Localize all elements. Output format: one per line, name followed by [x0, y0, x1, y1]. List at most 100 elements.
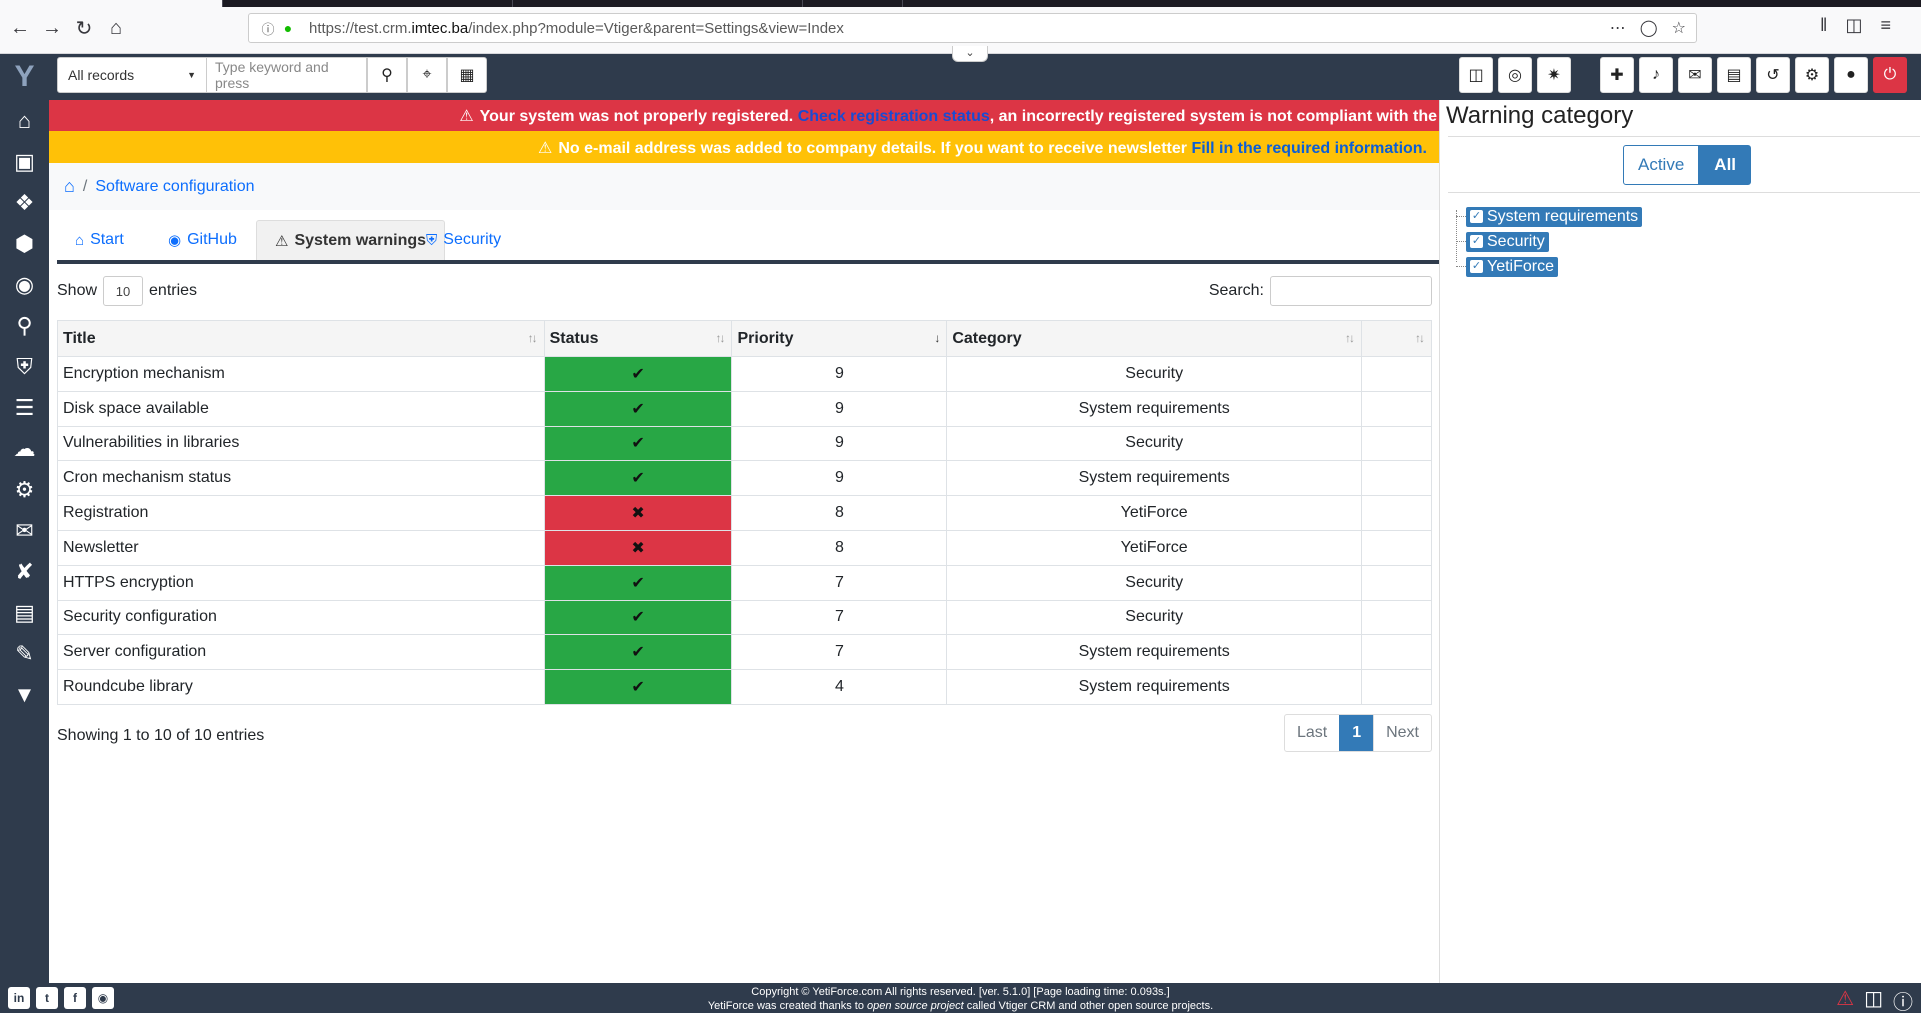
- breadcrumb: ⌂ / Software configuration: [49, 163, 1439, 210]
- cloud-icon[interactable]: ☁: [13, 435, 36, 461]
- column-header-status[interactable]: Status ↑↓: [543, 320, 733, 357]
- table-row[interactable]: Cron mechanism status ✔ 9 System requiremen…: [57, 460, 1432, 497]
- sort-icon: ↑↓: [527, 331, 538, 345]
- linkedin-icon[interactable]: in: [8, 987, 30, 1009]
- cell-category: System requirements: [946, 634, 1363, 671]
- menu-icon[interactable]: ≡: [1880, 15, 1891, 35]
- palette-icon[interactable]: ◉: [14, 271, 35, 297]
- cell-priority: 7: [731, 599, 948, 636]
- chat-icon[interactable]: ✉: [1678, 57, 1712, 93]
- github-icon[interactable]: ◉: [92, 987, 114, 1009]
- breadcrumb-software-configuration[interactable]: Software configuration: [95, 177, 255, 195]
- home-icon[interactable]: ⌂: [17, 107, 32, 133]
- tab-start[interactable]: ⌂ Start: [75, 231, 124, 249]
- user-icon[interactable]: ●: [1834, 57, 1868, 93]
- info-icon[interactable]: ⓘ: [261, 21, 275, 37]
- column-header-title[interactable]: Title ↑↓: [57, 320, 545, 357]
- column-header-actions[interactable]: ↑↓: [1361, 320, 1432, 357]
- yetiforce-logo[interactable]: Y: [14, 60, 35, 93]
- facebook-icon[interactable]: f: [64, 987, 86, 1009]
- copyright: Copyright © YetiForce.com All rights res…: [707, 986, 1214, 1012]
- history-icon[interactable]: ↺: [1756, 57, 1790, 93]
- tree-item[interactable]: ✓ Security: [1456, 229, 1642, 254]
- table-row[interactable]: Newsletter ✖ 8 YetiForce: [57, 529, 1432, 566]
- cell-status: ✔: [543, 460, 733, 497]
- cube-icon[interactable]: ⬢: [14, 230, 35, 256]
- tools-icon[interactable]: ✘: [15, 558, 34, 584]
- shield-icon[interactable]: ⛨: [16, 353, 33, 379]
- column-header-category[interactable]: Category ↑↓: [946, 320, 1363, 357]
- cell-status: ✔: [543, 669, 733, 705]
- twitter-icon[interactable]: t: [36, 987, 58, 1009]
- tab-security[interactable]: ⛨ Security: [426, 231, 502, 249]
- power-icon[interactable]: ⏻: [1873, 57, 1907, 93]
- home-browser-icon[interactable]: ⌂: [109, 16, 123, 39]
- info-icon[interactable]: ⓘ: [1893, 992, 1913, 1013]
- tree-item[interactable]: ✓ System requirements: [1456, 204, 1643, 229]
- url-text: https://test.crm.imtec.ba/index.php?modu…: [309, 19, 844, 37]
- table-search-input[interactable]: [1270, 276, 1432, 306]
- column-header-priority[interactable]: Priority ↓: [731, 320, 948, 357]
- grid-icon[interactable]: ▦: [447, 57, 487, 93]
- records-select[interactable]: All records ▼: [57, 57, 207, 93]
- search-input[interactable]: Type keyword and press: [207, 57, 367, 93]
- tab-system-warnings[interactable]: ⚠ System warnings: [256, 220, 446, 260]
- reload-icon[interactable]: ↻: [75, 17, 93, 40]
- cell-title: Vulnerabilities in libraries: [57, 425, 545, 462]
- briefcase-icon[interactable]: ▣: [14, 148, 35, 174]
- lifebuoy-icon[interactable]: ◎: [1498, 57, 1532, 93]
- tree-item[interactable]: ✓ YetiForce: [1456, 254, 1642, 279]
- checkbox-checked-icon[interactable]: ✓: [1470, 235, 1483, 248]
- back-icon[interactable]: ←: [10, 16, 30, 39]
- yeti-icon[interactable]: ▼: [13, 681, 36, 707]
- tab-github[interactable]: ◉ GitHub: [168, 231, 237, 249]
- pocket-icon[interactable]: ◯: [1639, 20, 1658, 37]
- search-log-icon[interactable]: ⚲: [16, 312, 33, 338]
- forward-icon[interactable]: →: [42, 16, 62, 39]
- cart-icon[interactable]: ◫: [1864, 988, 1883, 1010]
- table-row[interactable]: Disk space available ✔ 9 System requirement…: [57, 390, 1432, 427]
- gears-icon[interactable]: ⚙: [14, 476, 35, 502]
- toggle-active-button[interactable]: Active: [1623, 145, 1700, 185]
- page-actions-icon[interactable]: ⋯: [1609, 20, 1626, 37]
- table-row[interactable]: HTTPS encryption ✔ 7 Security: [57, 564, 1432, 601]
- checkbox-checked-icon[interactable]: ✓: [1470, 210, 1483, 223]
- table-row[interactable]: Vulnerabilities in libraries ✔ 9 Security: [57, 425, 1432, 462]
- registration-status-link[interactable]: Check registration status: [797, 108, 990, 125]
- puzzle-icon[interactable]: ❖: [14, 189, 35, 215]
- table-row[interactable]: Server configuration ✔ 7 System requirement…: [57, 634, 1432, 671]
- bookmark-star-icon[interactable]: ☆: [1671, 20, 1686, 37]
- sort-icon: ↑↓: [1415, 331, 1425, 345]
- crosshair-icon[interactable]: ⌖: [407, 57, 447, 93]
- pagination: Last 1 Next: [1283, 714, 1432, 752]
- pagination-last[interactable]: Last: [1296, 724, 1328, 741]
- table-row[interactable]: Encryption mechanism ✔ 9 Security: [57, 356, 1432, 392]
- pagination-next[interactable]: Next: [1373, 715, 1431, 751]
- table-row[interactable]: Registration ✖ 8 YetiForce: [57, 495, 1432, 531]
- fill-info-link[interactable]: Fill in the required information.: [1191, 140, 1427, 157]
- entries-length-select[interactable]: 10: [103, 276, 144, 306]
- chevron-down-icon[interactable]: ⌄: [952, 46, 988, 62]
- document-icon[interactable]: ▤: [14, 599, 35, 625]
- warning-icon[interactable]: ⚠: [1836, 988, 1855, 1010]
- cell-status: ✔: [543, 564, 733, 601]
- pagination-page[interactable]: 1: [1339, 715, 1374, 751]
- plus-icon[interactable]: ✚: [1600, 57, 1634, 93]
- mail-settings-icon[interactable]: ✉: [15, 517, 34, 543]
- library-icon[interactable]: ‖: [1820, 15, 1828, 35]
- url-bar[interactable]: ⓘ ● https://test.crm.imtec.ba/index.php?…: [248, 13, 1697, 43]
- cart-icon[interactable]: ◫: [1459, 57, 1493, 93]
- checkbox-checked-icon[interactable]: ✓: [1470, 260, 1483, 273]
- calendar-icon[interactable]: ▤: [1717, 57, 1751, 93]
- user-settings-icon[interactable]: ⚙: [1795, 57, 1829, 93]
- bug-icon[interactable]: ✷: [1537, 57, 1571, 93]
- toggle-all-button[interactable]: All: [1699, 145, 1752, 185]
- table-row[interactable]: Security configuration ✔ 7 Security: [57, 599, 1432, 636]
- table-row[interactable]: Roundcube library ✔ 4 System requirements: [57, 669, 1432, 705]
- sidebar-icon[interactable]: ◫: [1845, 15, 1863, 35]
- search-icon[interactable]: ⚲: [367, 57, 407, 93]
- bell-icon[interactable]: ♪: [1639, 57, 1673, 93]
- home-icon[interactable]: ⌂: [64, 176, 75, 196]
- form-edit-icon[interactable]: ✎: [15, 640, 34, 666]
- server-icon[interactable]: ☰: [14, 394, 35, 420]
